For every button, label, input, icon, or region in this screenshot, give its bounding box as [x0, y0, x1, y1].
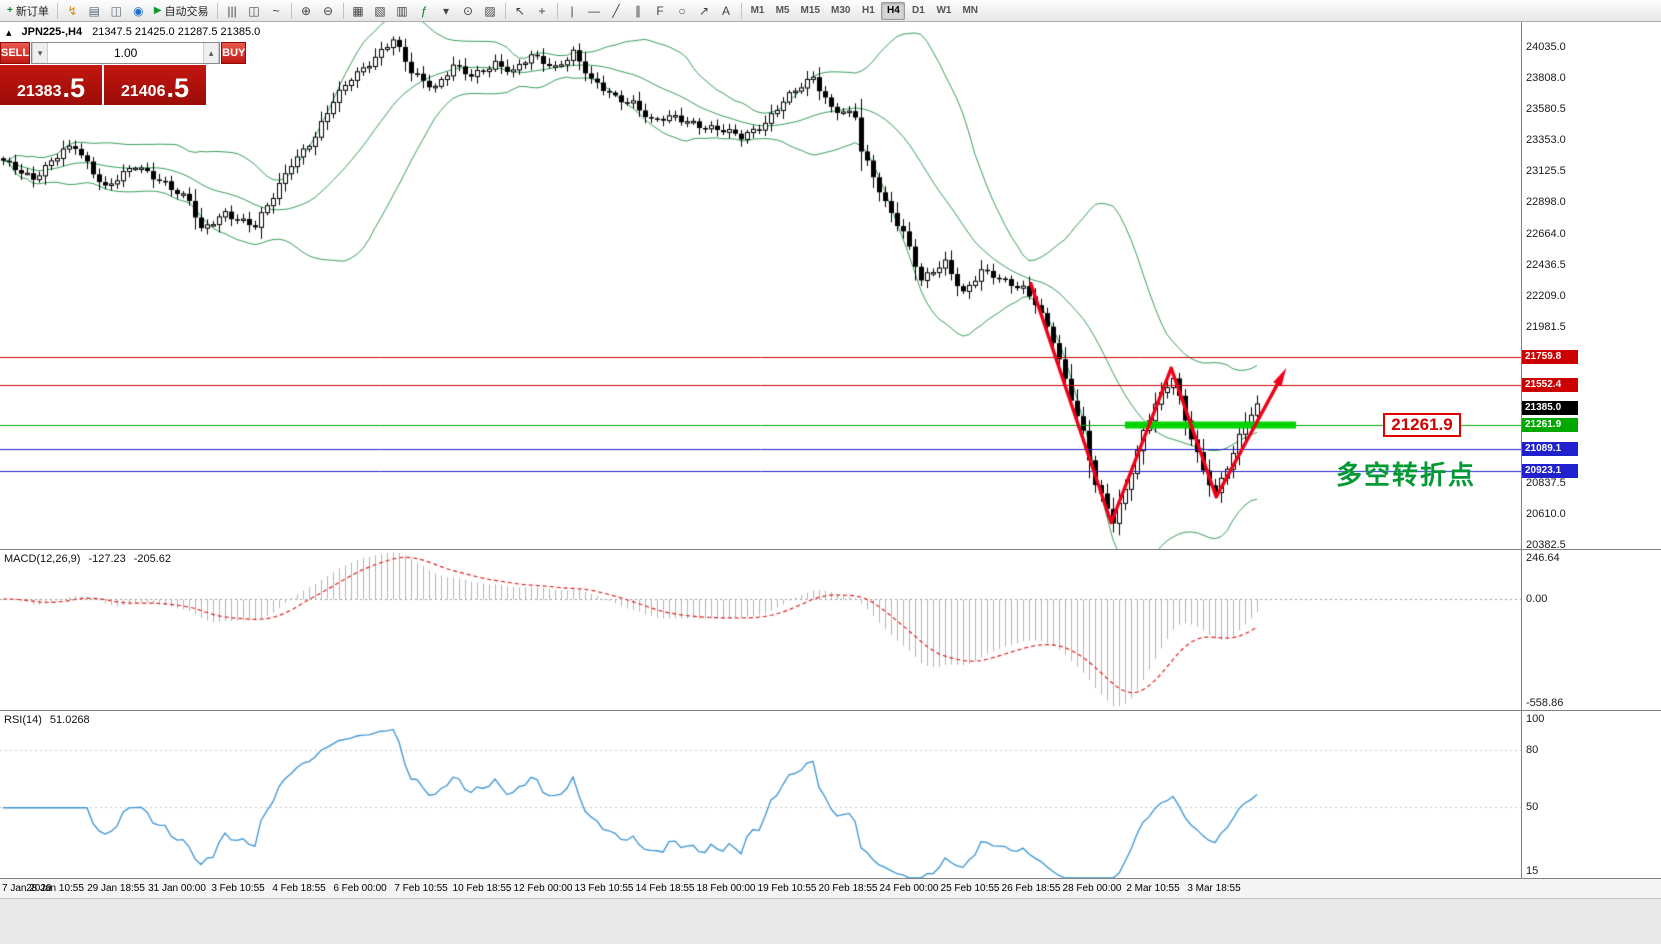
new-order-button[interactable]: + 新订单 [3, 1, 53, 20]
timeframe-w1-button[interactable]: W1 [931, 2, 956, 20]
macd-pane: MACD(12,26,9) -127.23 -205.62 [0, 549, 1661, 710]
new-order-button-label: 新订单 [15, 5, 49, 18]
buy-price-dec: .5 [166, 73, 190, 104]
toolbar-separator [342, 2, 344, 19]
macd-value-main: -127.23 [88, 553, 126, 565]
price-chart-canvas[interactable] [0, 22, 1521, 549]
sell-price-display[interactable]: 21383.5 [0, 65, 102, 105]
arrange-windows-icon[interactable]: ▥ [392, 1, 413, 20]
one-click-trading-panel: SELL ▾ ▴ BUY 21383.5 21406.5 [0, 42, 247, 105]
strategy-tester-icon[interactable]: ◉ [128, 1, 149, 20]
shapes-icon[interactable]: ○ [672, 1, 693, 20]
timeframe-mn-button[interactable]: MN [957, 2, 983, 20]
arrows-icon[interactable]: ↗ [694, 1, 715, 20]
time-axis[interactable] [0, 878, 1661, 898]
line-chart-icon[interactable]: ~ [266, 1, 287, 20]
bar-chart-icon[interactable]: ||| [222, 1, 243, 20]
buy-price-int: 21406 [120, 83, 166, 100]
buy-price-display[interactable]: 21406.5 [104, 65, 206, 105]
macd-value-signal: -205.62 [133, 553, 172, 565]
macd-label: MACD(12,26,9) -127.23 -205.62 [4, 553, 171, 565]
timeframe-m1-button[interactable]: M1 [746, 2, 770, 20]
macd-canvas[interactable] [0, 550, 1521, 710]
chart-profile-icon[interactable]: ▤ [84, 1, 105, 20]
trade-controls-row: SELL ▾ ▴ BUY [0, 42, 247, 64]
volume-increase-button[interactable]: ▴ [203, 43, 220, 63]
auto-trading-button-label: 自动交易 [164, 5, 209, 18]
sell-button[interactable]: SELL [0, 42, 31, 64]
rsi-pane: RSI(14) 51.0268 [0, 710, 1661, 878]
sell-price-dec: .5 [62, 73, 86, 104]
crosshair-icon[interactable]: + [532, 1, 553, 20]
timeframe-m15-button[interactable]: M15 [796, 2, 825, 20]
auto-trading-play-icon: ▶ [153, 5, 162, 16]
ohlc-values: 21347.5 21425.0 21287.5 21385.0 [92, 26, 261, 38]
rsi-canvas[interactable] [0, 711, 1521, 878]
symbol-icon: ▴ [6, 27, 12, 39]
periods-icon[interactable]: ⊙ [458, 1, 479, 20]
indicators-icon[interactable]: ƒ [414, 1, 435, 20]
price-chart-pane: ▴ JPN225-,H4 21347.5 21425.0 21287.5 213… [0, 22, 1661, 549]
horizontal-line-icon[interactable]: — [584, 1, 605, 20]
trendline-icon[interactable]: ╱ [606, 1, 627, 20]
zoom-out-icon[interactable]: ⊖ [318, 1, 339, 20]
turning-point-annotation: 多空转折点 [1336, 460, 1477, 490]
toolbar-separator [740, 2, 742, 19]
rsi-name: RSI(14) [4, 714, 42, 726]
tile-windows-icon[interactable]: ▦ [348, 1, 369, 20]
timeframe-h1-button[interactable]: H1 [856, 2, 880, 20]
buy-button[interactable]: BUY [221, 42, 247, 64]
zoom-in-icon[interactable]: ⊕ [296, 1, 317, 20]
bottom-strip [0, 898, 1661, 944]
cursor-icon[interactable]: ↖ [510, 1, 531, 20]
chart-symbol-ohlc: ▴ JPN225-,H4 21347.5 21425.0 21287.5 213… [6, 26, 260, 39]
volume-decrease-button[interactable]: ▾ [32, 43, 49, 63]
axis-separator [1521, 22, 1522, 878]
vertical-line-icon[interactable]: | [562, 1, 583, 20]
rsi-label: RSI(14) 51.0268 [4, 714, 90, 726]
symbol-label: JPN225-,H4 [21, 26, 83, 38]
cascade-windows-icon[interactable]: ▧ [370, 1, 391, 20]
toolbar-separator [504, 2, 506, 19]
toolbar-separator [216, 2, 218, 19]
timeframe-m30-button[interactable]: M30 [826, 2, 855, 20]
volume-stepper: ▾ ▴ [31, 42, 221, 64]
sell-price-int: 21383 [16, 83, 62, 100]
text-label-icon[interactable]: A [716, 1, 737, 20]
expert-advisor-icon[interactable]: ↯ [62, 1, 83, 20]
trade-prices-row: 21383.5 21406.5 [0, 65, 206, 105]
auto-trading-button[interactable]: ▶ 自动交易 [150, 1, 213, 20]
rsi-value: 51.0268 [49, 714, 90, 726]
data-window-icon[interactable]: ◫ [106, 1, 127, 20]
candlestick-chart-icon[interactable]: ◫ [244, 1, 265, 20]
new-order-icon: + [7, 5, 13, 16]
timeframe-m5-button[interactable]: M5 [771, 2, 795, 20]
price-callout: 21261.9 [1383, 413, 1461, 437]
toolbar-separator [290, 2, 292, 19]
timeframe-h4-button[interactable]: H4 [881, 1, 906, 20]
templates-icon[interactable]: ▨ [480, 1, 501, 20]
volume-input[interactable] [48, 43, 204, 63]
timeframe-d1-button[interactable]: D1 [906, 2, 930, 20]
fibonacci-icon[interactable]: F [650, 1, 671, 20]
toolbar-separator [56, 2, 58, 19]
equidistant-channel-icon[interactable]: ∥ [628, 1, 649, 20]
macd-name: MACD(12,26,9) [4, 553, 81, 565]
indicators-dropdown-icon[interactable]: ▾ [436, 1, 457, 20]
toolbar: + 新订单 ↯ ▤ ◫ ◉ ▶ 自动交易 ||| ◫ ~ ⊕ ⊖ ▦ ▧ ▥ ƒ ▾ ⊙ ▨ ↖ + | — ╱ ∥ F ○ ↗ A M1 M… [0, 0, 1661, 22]
toolbar-separator [556, 2, 558, 19]
